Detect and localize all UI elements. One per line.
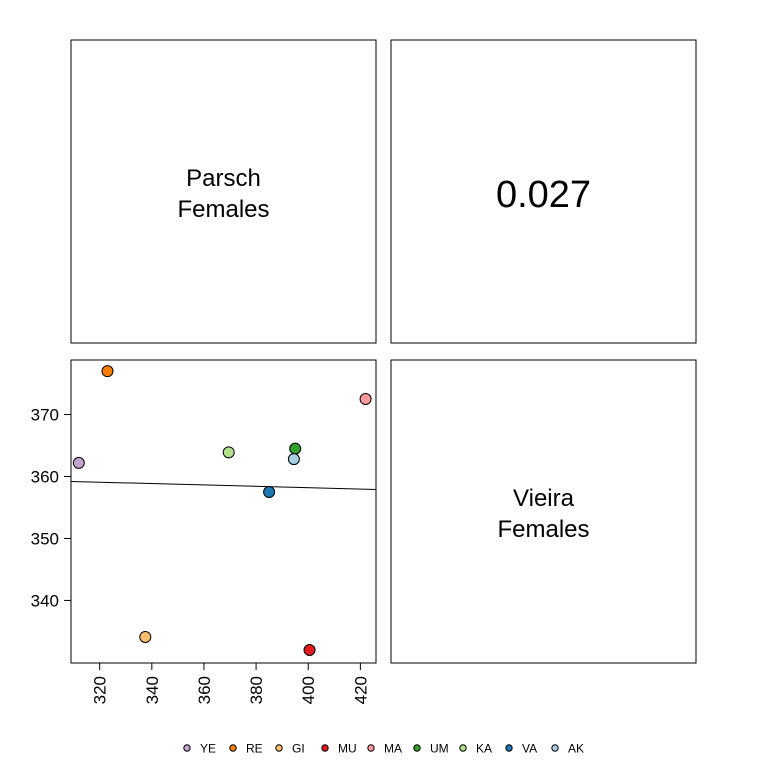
legend-label-ma: MA — [384, 742, 402, 756]
diagonal-label-vieira-line1: Vieira — [513, 485, 575, 512]
x-tick-label-400: 400 — [299, 676, 318, 704]
legend-swatch-ma — [367, 744, 375, 752]
diagonal-label-vieira-line2: Females — [497, 516, 589, 543]
legend-label-gi: GI — [292, 742, 305, 756]
legend-label-ka: KA — [476, 742, 492, 756]
legend-label-va: VA — [522, 742, 537, 756]
panel-parsch-diagonal: Parsch Females — [70, 39, 377, 344]
point-ak — [287, 453, 300, 466]
point-re — [101, 365, 114, 378]
legend-label-ak: AK — [568, 742, 584, 756]
legend-swatch-va — [505, 744, 513, 752]
x-axis: 320 340 360 380 400 420 — [91, 663, 370, 704]
point-ma — [359, 393, 372, 406]
diagonal-label-parsch-line1: Parsch — [186, 165, 261, 192]
y-tick-label-360: 360 — [31, 467, 59, 486]
point-va — [263, 485, 276, 498]
regression-line — [70, 480, 377, 491]
panel-vieira-diagonal: Vieira Females — [390, 359, 697, 664]
y-tick-label-370: 370 — [31, 406, 59, 425]
x-tick-label-360: 360 — [195, 676, 214, 704]
x-tick-label-320: 320 — [91, 676, 110, 704]
legend-swatch-um — [413, 744, 421, 752]
x-tick-label-380: 380 — [247, 676, 266, 704]
point-gi — [139, 630, 152, 643]
x-tick-label-420: 420 — [351, 676, 370, 704]
correlation-value: 0.027 — [496, 174, 591, 216]
point-um — [289, 442, 302, 455]
legend-label-re: RE — [246, 742, 263, 756]
legend-label-mu: MU — [338, 742, 357, 756]
panel-scatter: 320 340 360 380 400 420 340 350 360 370 — [31, 359, 377, 704]
y-tick-label-340: 340 — [31, 591, 59, 610]
points-layer — [72, 365, 372, 656]
legend-label-ye: YE — [200, 742, 216, 756]
legend-swatch-ak — [551, 744, 559, 752]
diagonal-label-parsch-line2: Females — [177, 196, 269, 223]
point-ka — [222, 446, 235, 459]
panel-correlation: 0.027 — [390, 39, 697, 344]
legend-swatch-ka — [459, 744, 467, 752]
legend-label-um: UM — [430, 742, 449, 756]
y-tick-label-350: 350 — [31, 529, 59, 548]
y-axis: 340 350 360 370 — [31, 406, 71, 610]
x-tick-label-340: 340 — [143, 676, 162, 704]
point-ye — [72, 456, 85, 469]
legend-swatch-re — [229, 744, 237, 752]
legend: YE RE GI MU MA UM KA VA AK — [183, 742, 584, 756]
legend-swatch-mu — [321, 744, 329, 752]
panel-frame-bottom-left — [70, 359, 377, 664]
panel-frame-top-left — [70, 39, 377, 344]
legend-swatch-ye — [183, 744, 191, 752]
panel-frame-bottom-right — [390, 359, 697, 664]
legend-swatch-gi — [275, 744, 283, 752]
panel-frame-top-right — [390, 39, 697, 344]
point-mu — [303, 643, 316, 656]
